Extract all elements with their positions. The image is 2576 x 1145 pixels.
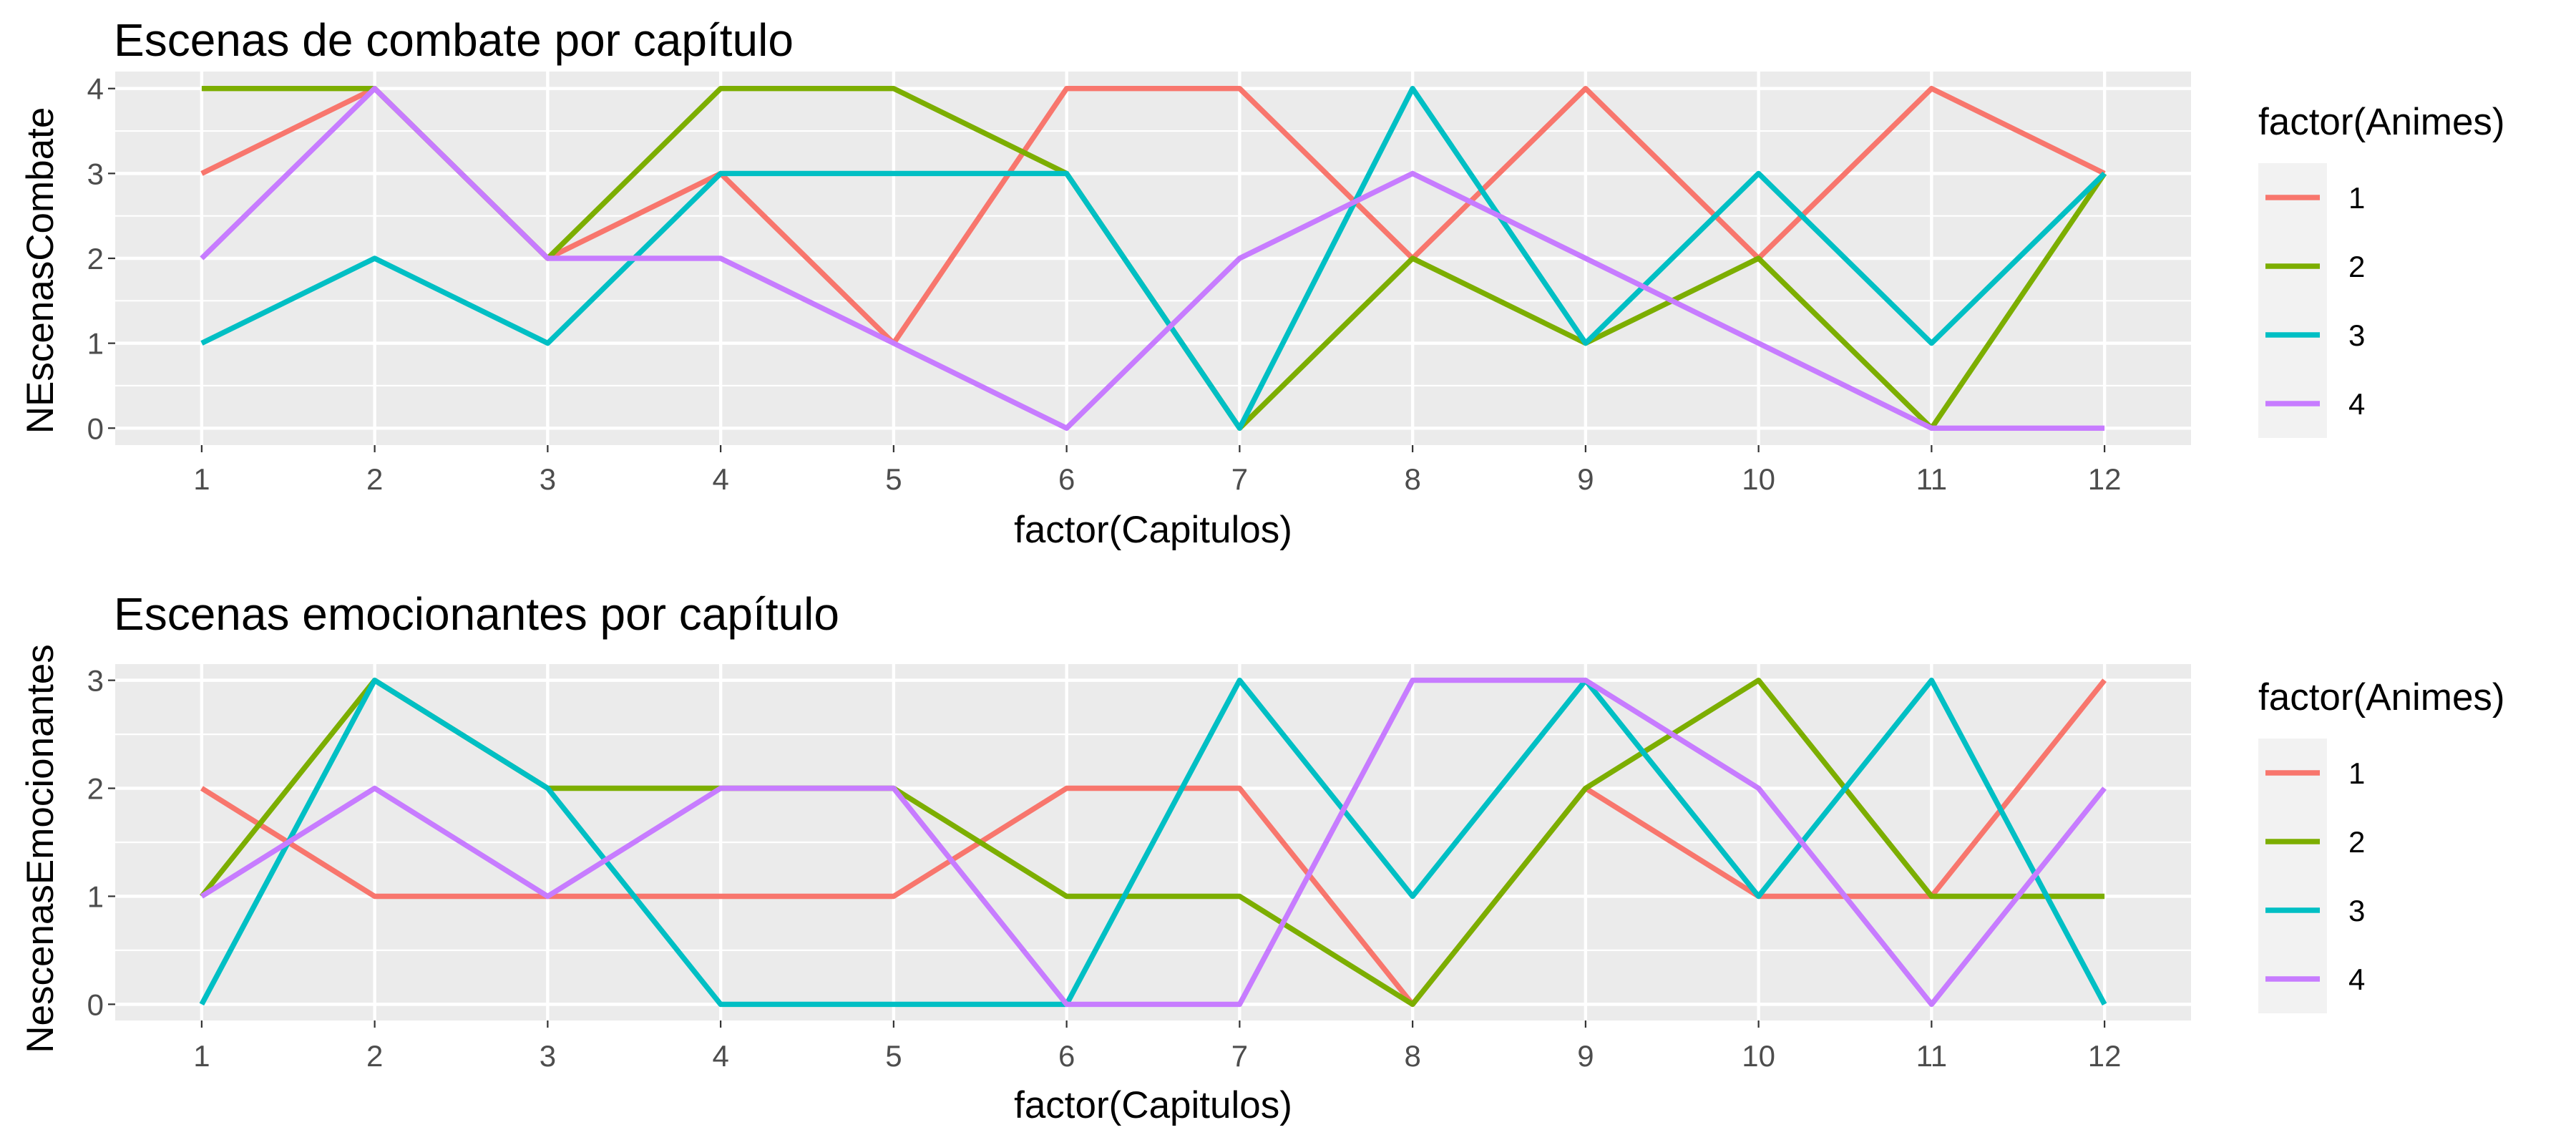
y-tick-label: 0	[87, 411, 104, 445]
legend: factor(Animes) 1 2 3 4	[2258, 101, 2505, 438]
chart-title: Escenas emocionantes por capítulo	[114, 588, 839, 640]
x-tick-label: 3	[540, 462, 556, 496]
x-axis-title: factor(Capitulos)	[1014, 509, 1292, 551]
legend-label: 4	[2348, 963, 2365, 996]
x-tick-label: 2	[366, 462, 383, 496]
y-tick-label: 3	[87, 157, 104, 190]
x-tick-label: 11	[1916, 462, 1948, 496]
legend-label: 4	[2348, 387, 2365, 421]
x-tick-label: 1	[193, 462, 210, 496]
x-tick-label: 12	[2088, 462, 2122, 496]
y-tick-label: 1	[87, 880, 104, 913]
x-tick-label: 10	[1742, 1039, 1775, 1073]
legend-label: 3	[2348, 894, 2365, 927]
x-tick-label: 5	[885, 1039, 902, 1073]
series-line-3	[199, 677, 2107, 1008]
series-line-4	[200, 677, 2107, 1008]
x-tick-label: 8	[1404, 1039, 1420, 1073]
y-axis-title: NEscenasCombate	[19, 107, 62, 434]
x-tick-label: 4	[712, 1039, 728, 1073]
legend: factor(Animes) 1 2 3 4	[2258, 676, 2505, 1013]
x-tick-label: 4	[712, 462, 728, 496]
series-line-1	[200, 678, 2107, 1008]
x-tick-label: 7	[1231, 462, 1248, 496]
x-tick-label: 12	[2088, 1039, 2122, 1073]
legend-title: factor(Animes)	[2258, 101, 2505, 143]
x-tick-label: 5	[885, 462, 902, 496]
x-axis-title: factor(Capitulos)	[1014, 1084, 1292, 1126]
y-tick-label: 3	[87, 664, 104, 698]
chart-title: Escenas de combate por capítulo	[114, 14, 794, 66]
legend-label: 1	[2348, 756, 2365, 790]
x-tick-label: 1	[193, 1039, 210, 1073]
y-tick-label: 0	[87, 988, 104, 1021]
y-tick-label: 4	[87, 72, 104, 106]
x-tick-label: 2	[366, 1039, 383, 1073]
x-tick-label: 10	[1742, 462, 1775, 496]
series-line-3	[200, 85, 2107, 431]
series-line-4	[200, 85, 2105, 431]
x-tick-label: 11	[1916, 1039, 1948, 1073]
legend-label: 2	[2348, 825, 2365, 859]
x-tick-label: 6	[1058, 462, 1075, 496]
legend-label: 3	[2348, 318, 2365, 352]
y-tick-label: 2	[87, 772, 104, 806]
x-tick-label: 7	[1231, 1039, 1248, 1073]
x-tick-label: 6	[1058, 1039, 1075, 1073]
y-tick-label: 2	[87, 242, 104, 276]
x-tick-label: 8	[1404, 462, 1420, 496]
legend-title: factor(Animes)	[2258, 676, 2505, 718]
x-tick-label: 9	[1577, 1039, 1594, 1073]
x-tick-label: 9	[1577, 462, 1594, 496]
y-tick-label: 1	[87, 327, 104, 361]
y-axis-title: NescenasEmocionantes	[19, 644, 62, 1053]
legend-label: 2	[2348, 250, 2365, 283]
legend-label: 1	[2348, 181, 2365, 215]
x-tick-label: 3	[540, 1039, 556, 1073]
